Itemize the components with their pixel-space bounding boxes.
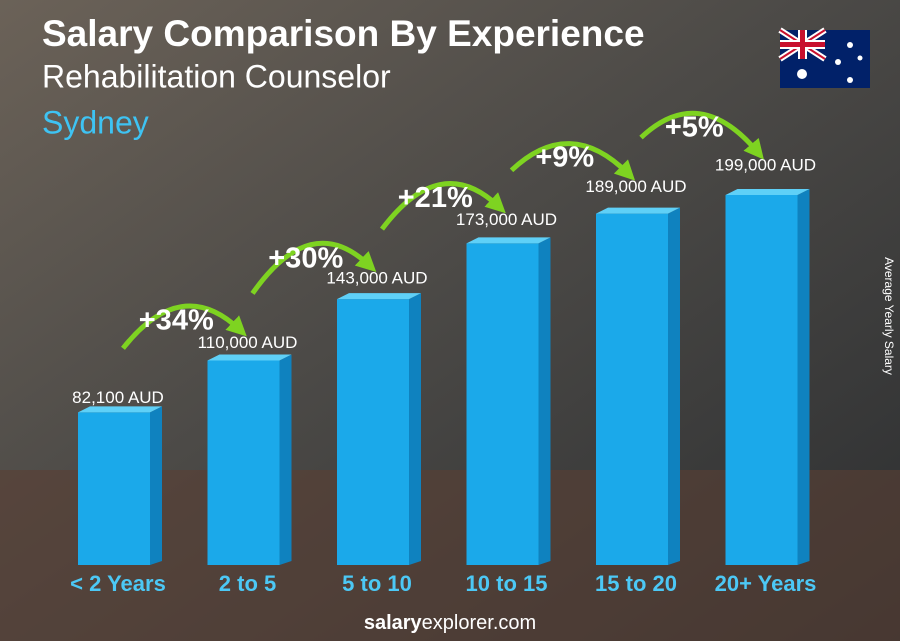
flag [778,27,870,88]
x-tick-label: 10 to 15 [466,571,548,596]
bar-side [409,293,421,565]
value-label: 82,100 AUD [72,388,164,407]
x-tick-label: 15 to 20 [595,571,677,596]
increase-label: +5% [665,111,724,143]
bar-side [668,207,680,566]
footer-domain: explorer.com [422,612,537,634]
increase-arrow [509,141,636,181]
bar-top [207,354,292,361]
increase-label: +9% [535,141,594,173]
x-tick-label: 2 to 5 [219,571,276,596]
x-tick-label: 5 to 10 [342,571,412,596]
chart-title: Salary Comparison By Experience [42,13,645,54]
value-label: 110,000 AUD [198,333,298,352]
bar-top [596,207,680,214]
footer: salaryexplorer.com [364,612,536,634]
value-label: 199,000 AUD [715,155,816,174]
bar-side [538,237,551,565]
increase-label: +21% [398,182,473,214]
bar-top [78,406,162,413]
value-label: 189,000 AUD [585,177,686,196]
increase-label: +30% [268,242,343,274]
increase-arrow [379,181,506,231]
bar [466,243,539,565]
bar [337,299,409,565]
bar-top [466,237,551,244]
bar-side [797,189,810,565]
subtitle: Rehabilitation Counselor [42,58,391,94]
city: Sydney [42,104,149,140]
bar [596,213,668,566]
bar [725,195,798,565]
bar-side [150,406,162,565]
increase-arrow [121,303,247,350]
bar-top [725,189,810,195]
value-label: 173,000 AUD [456,210,557,229]
y-axis-label: Average Yearly Salary [882,257,896,375]
increase-label: +34% [139,304,214,336]
x-tick-label: < 2 Years [70,571,166,596]
bar [207,360,280,565]
bar [78,412,150,565]
footer-brand: salary [364,612,423,634]
x-tick-label: 20+ Years [715,571,817,596]
bar-side [279,354,292,565]
value-label: 143,000 AUD [326,269,427,288]
bar-top [337,293,421,300]
increase-arrow [639,110,764,160]
increase-arrow [250,240,377,295]
